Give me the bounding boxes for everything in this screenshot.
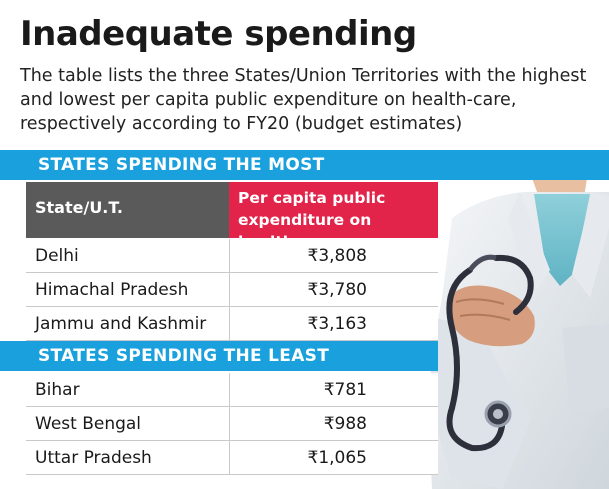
cell-divider xyxy=(229,407,230,441)
expenditure-cell: ₹988 xyxy=(323,414,367,434)
state-cell: West Bengal xyxy=(35,414,142,434)
column-header-state-label: State/U.T. xyxy=(35,198,123,217)
section-band-least: STATES SPENDING THE LEAST xyxy=(0,341,438,371)
state-cell: Bihar xyxy=(35,380,80,400)
table-row: Uttar Pradesh ₹1,065 xyxy=(26,441,438,475)
expenditure-cell: ₹3,163 xyxy=(307,314,367,334)
column-header-state: State/U.T. xyxy=(26,182,229,238)
table-row: Jammu and Kashmir ₹3,163 xyxy=(26,307,438,341)
section-band-most: STATES SPENDING THE MOST xyxy=(0,150,609,180)
state-cell: Himachal Pradesh xyxy=(35,280,189,300)
table-row: Bihar ₹781 xyxy=(26,373,438,407)
doctor-with-stethoscope-icon xyxy=(430,178,609,489)
cell-divider xyxy=(229,273,230,307)
section-label-least: STATES SPENDING THE LEAST xyxy=(38,346,330,366)
state-cell: Delhi xyxy=(35,246,79,266)
expenditure-cell: ₹781 xyxy=(323,380,367,400)
table-row: West Bengal ₹988 xyxy=(26,407,438,441)
column-header-expenditure: Per capita public expenditure on healthc… xyxy=(229,182,438,251)
section-label-most: STATES SPENDING THE MOST xyxy=(38,155,325,175)
page-title: Inadequate spending xyxy=(20,14,417,54)
cell-divider xyxy=(229,239,230,273)
cell-divider xyxy=(229,307,230,341)
table-row: Himachal Pradesh ₹3,780 xyxy=(26,273,438,307)
state-cell: Uttar Pradesh xyxy=(35,448,152,468)
expenditure-cell: ₹3,780 xyxy=(307,280,367,300)
table-row: Delhi ₹3,808 xyxy=(26,239,438,273)
cell-divider xyxy=(229,441,230,475)
page-subtitle: The table lists the three States/Union T… xyxy=(20,66,587,134)
state-cell: Jammu and Kashmir xyxy=(35,314,207,334)
cell-divider xyxy=(229,373,230,407)
expenditure-cell: ₹3,808 xyxy=(307,246,367,266)
expenditure-cell: ₹1,065 xyxy=(307,448,367,468)
